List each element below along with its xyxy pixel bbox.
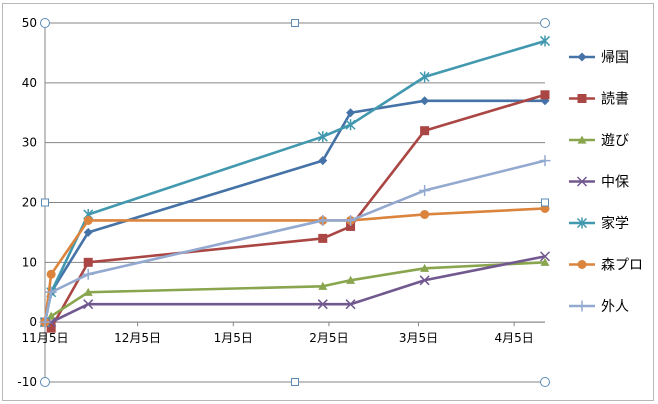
resize-handle[interactable] bbox=[40, 18, 50, 28]
data-point[interactable] bbox=[577, 260, 587, 269]
data-point[interactable] bbox=[346, 221, 356, 231]
data-point[interactable] bbox=[419, 275, 430, 286]
legend-item[interactable]: 読書 bbox=[569, 91, 629, 108]
data-point[interactable] bbox=[345, 299, 356, 310]
data-point[interactable] bbox=[82, 268, 94, 280]
data-point[interactable] bbox=[420, 126, 430, 136]
data-point[interactable] bbox=[420, 263, 430, 272]
y-tick-label: 30 bbox=[22, 136, 37, 150]
resize-handle[interactable] bbox=[540, 377, 550, 387]
resize-handle[interactable] bbox=[540, 18, 550, 28]
x-tick-label: 11月5日 bbox=[22, 331, 69, 345]
data-point[interactable] bbox=[345, 214, 357, 226]
data-point[interactable] bbox=[576, 217, 588, 229]
resize-handle[interactable] bbox=[541, 198, 549, 207]
data-point[interactable] bbox=[540, 257, 550, 266]
series-5 bbox=[39, 35, 551, 328]
legend-item[interactable]: 外人 bbox=[569, 299, 629, 315]
data-point[interactable] bbox=[46, 323, 56, 333]
data-point[interactable] bbox=[83, 257, 93, 267]
data-point[interactable] bbox=[346, 275, 356, 284]
data-point[interactable] bbox=[420, 209, 430, 219]
data-point[interactable] bbox=[317, 299, 328, 310]
legend-label: 読書 bbox=[601, 91, 629, 108]
data-point[interactable] bbox=[577, 52, 587, 62]
x-tick-label: 2月5日 bbox=[309, 331, 348, 345]
y-tick-label: 50 bbox=[22, 16, 37, 30]
data-point[interactable] bbox=[45, 286, 57, 298]
y-tick-label: 10 bbox=[22, 255, 37, 269]
data-point[interactable] bbox=[539, 251, 551, 262]
y-tick-label: 20 bbox=[22, 196, 37, 210]
data-point[interactable] bbox=[317, 214, 329, 226]
legend-label: 帰国 bbox=[601, 49, 629, 66]
legend-label: 家学 bbox=[601, 215, 629, 232]
legend-label: 外人 bbox=[601, 299, 629, 315]
data-point[interactable] bbox=[83, 215, 93, 225]
legend-item[interactable]: 家学 bbox=[569, 215, 629, 232]
data-point[interactable] bbox=[419, 185, 431, 197]
y-tick-label: -10 bbox=[17, 375, 37, 389]
data-point[interactable] bbox=[318, 233, 328, 243]
resize-handle[interactable] bbox=[291, 378, 299, 386]
x-tick-label: 1月5日 bbox=[214, 331, 253, 345]
data-point[interactable] bbox=[540, 90, 550, 100]
data-point[interactable] bbox=[539, 35, 551, 47]
legend-item[interactable]: 森プロ bbox=[569, 258, 643, 274]
data-point[interactable] bbox=[345, 119, 356, 131]
data-point[interactable] bbox=[83, 299, 94, 310]
series-4 bbox=[39, 251, 551, 328]
y-tick-label: 40 bbox=[22, 76, 37, 90]
data-point[interactable] bbox=[576, 176, 588, 187]
data-point[interactable] bbox=[83, 287, 93, 296]
data-point[interactable] bbox=[318, 156, 328, 166]
resize-handle[interactable] bbox=[291, 19, 299, 27]
legend-label: 中保 bbox=[601, 175, 629, 191]
x-tick-label: 4月5日 bbox=[494, 331, 533, 345]
legend-label: 森プロ bbox=[601, 258, 643, 274]
legend-item[interactable]: 遊び bbox=[569, 133, 629, 149]
data-point[interactable] bbox=[39, 316, 51, 328]
data-point[interactable] bbox=[419, 71, 430, 83]
x-tick-label: 3月5日 bbox=[399, 331, 438, 345]
legend-item[interactable]: 帰国 bbox=[569, 49, 629, 66]
resize-handle[interactable] bbox=[40, 377, 50, 387]
data-point[interactable] bbox=[577, 135, 587, 144]
data-point[interactable] bbox=[539, 155, 551, 167]
series-7 bbox=[39, 155, 551, 328]
x-tick-label: 12月5日 bbox=[114, 331, 161, 345]
data-point[interactable] bbox=[83, 227, 93, 237]
data-point[interactable] bbox=[318, 281, 328, 290]
data-point[interactable] bbox=[346, 108, 356, 118]
y-tick-label: 0 bbox=[29, 315, 37, 329]
data-point[interactable] bbox=[577, 94, 587, 103]
data-point[interactable] bbox=[317, 131, 328, 143]
data-point[interactable] bbox=[576, 300, 588, 312]
legend-item[interactable]: 中保 bbox=[569, 175, 629, 191]
data-point[interactable] bbox=[46, 269, 56, 279]
resize-handle[interactable] bbox=[41, 198, 49, 207]
data-point[interactable] bbox=[420, 96, 430, 106]
legend-label: 遊び bbox=[601, 133, 629, 149]
